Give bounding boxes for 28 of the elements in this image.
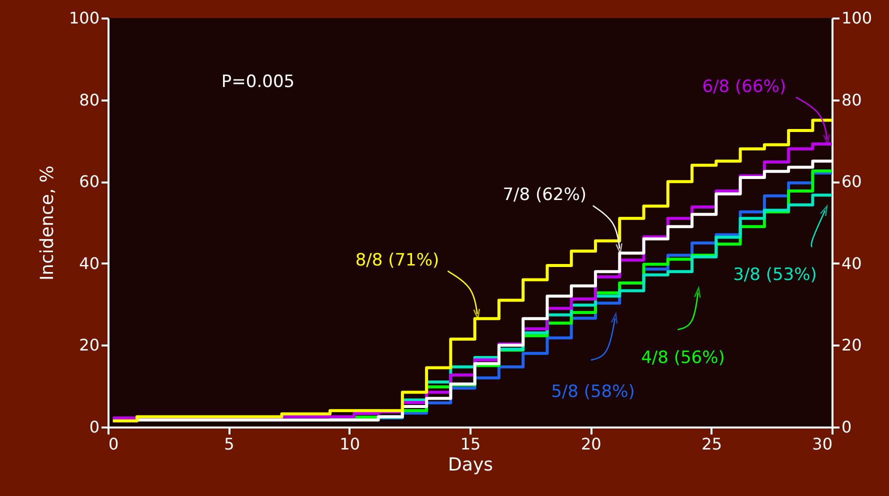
x-tick-label: 25 bbox=[702, 434, 722, 454]
x-tick-label: 10 bbox=[340, 434, 360, 454]
x-tick-label: 0 bbox=[108, 434, 119, 454]
y-tick-label: 20 bbox=[79, 336, 100, 355]
annotation: 4/8 (56%) bbox=[641, 348, 725, 368]
x-axis-title: Days bbox=[448, 454, 493, 476]
y2-tick-label: 40 bbox=[842, 254, 862, 273]
y2-tick-label: 20 bbox=[842, 336, 862, 355]
y2-tick-label: 100 bbox=[842, 8, 872, 28]
y-tick-label: 100 bbox=[68, 8, 100, 28]
annotation: 6/8 (66%) bbox=[702, 76, 786, 97]
y-tick-label: 60 bbox=[79, 172, 100, 192]
annotation: 8/8 (71%) bbox=[355, 250, 440, 271]
y2-tick-label: 60 bbox=[842, 172, 862, 192]
x-tick-label: 5 bbox=[224, 434, 234, 454]
annotation: 7/8 (62%) bbox=[502, 185, 587, 206]
y2-tick-label: 80 bbox=[842, 90, 862, 110]
annotation: 3/8 (53%) bbox=[733, 265, 817, 285]
y-tick-label: 80 bbox=[79, 90, 100, 110]
annotation: P=0.005 bbox=[221, 72, 295, 92]
y-tick-label: 40 bbox=[79, 254, 100, 273]
x-tick-label: 15 bbox=[460, 434, 481, 454]
y-axis-title: Incidence, % bbox=[36, 165, 58, 281]
y-tick-label: 0 bbox=[89, 418, 100, 436]
annotation: 5/8 (58%) bbox=[551, 382, 635, 402]
y2-tick-label: 0 bbox=[842, 418, 852, 436]
x-tick-label: 30 bbox=[812, 434, 832, 454]
x-tick-label: 20 bbox=[580, 434, 602, 454]
